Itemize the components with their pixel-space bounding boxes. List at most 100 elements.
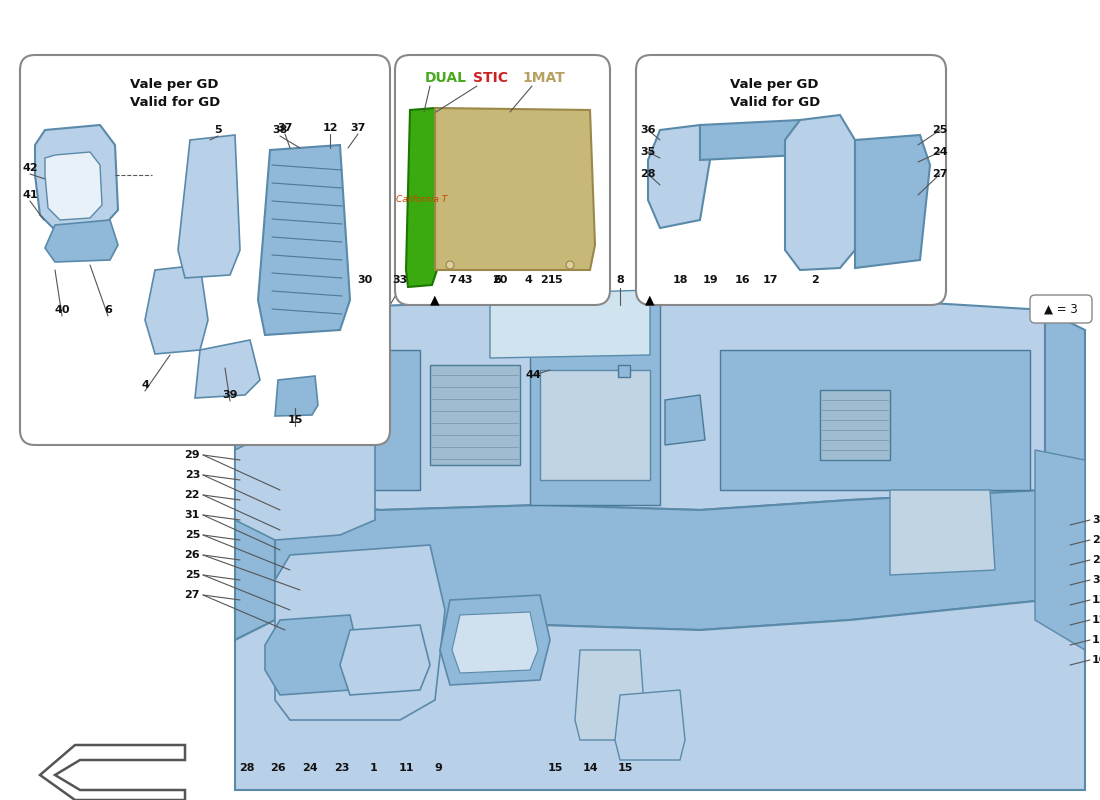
Polygon shape [235, 425, 375, 540]
Text: 36: 36 [640, 125, 656, 135]
Polygon shape [258, 145, 350, 335]
Text: 20: 20 [1092, 555, 1100, 565]
Polygon shape [145, 265, 208, 354]
Text: 23: 23 [185, 470, 200, 480]
Text: California T: California T [396, 195, 448, 205]
Text: 11: 11 [398, 763, 414, 773]
Polygon shape [235, 310, 275, 640]
Text: 7: 7 [448, 275, 455, 285]
Text: 22: 22 [185, 490, 200, 500]
Text: ▲: ▲ [646, 294, 654, 306]
Polygon shape [530, 295, 660, 505]
Text: 12: 12 [322, 123, 338, 133]
Bar [618, 365, 630, 377]
Polygon shape [275, 295, 1045, 510]
Polygon shape [1045, 310, 1085, 650]
Text: 30: 30 [358, 275, 373, 285]
Text: ▲ = 3: ▲ = 3 [1044, 302, 1078, 315]
Text: 37: 37 [277, 123, 293, 133]
Text: 5: 5 [554, 275, 562, 285]
Text: Vale per GD: Vale per GD [730, 78, 818, 91]
FancyBboxPatch shape [1030, 295, 1092, 323]
Polygon shape [340, 625, 430, 695]
Text: 34: 34 [1092, 515, 1100, 525]
Text: STIC: STIC [473, 71, 508, 85]
Polygon shape [275, 376, 318, 416]
Polygon shape [275, 545, 446, 720]
Text: Valid for GD: Valid for GD [130, 96, 220, 109]
Polygon shape [540, 370, 650, 480]
Text: Valid for GD: Valid for GD [730, 96, 821, 109]
Polygon shape [434, 108, 595, 270]
FancyBboxPatch shape [636, 55, 946, 305]
Text: 12: 12 [1092, 615, 1100, 625]
Text: 9: 9 [434, 763, 442, 773]
Polygon shape [700, 120, 808, 160]
Text: 15: 15 [617, 763, 632, 773]
Text: ▲: ▲ [430, 294, 440, 306]
Text: 15: 15 [548, 763, 563, 773]
Text: 26: 26 [185, 550, 200, 560]
Polygon shape [785, 115, 855, 270]
Text: 1: 1 [370, 763, 378, 773]
Text: 6: 6 [493, 275, 500, 285]
Text: 20: 20 [493, 275, 508, 285]
Text: 6: 6 [104, 305, 112, 315]
Polygon shape [720, 350, 1030, 490]
Text: 24: 24 [932, 147, 948, 157]
Text: 32: 32 [1092, 575, 1100, 585]
Text: 15: 15 [287, 415, 303, 425]
Polygon shape [855, 135, 930, 268]
Polygon shape [648, 125, 710, 228]
Text: 18: 18 [672, 275, 688, 285]
Text: 35: 35 [640, 147, 656, 157]
Polygon shape [285, 350, 420, 490]
Text: 28: 28 [640, 169, 656, 179]
Polygon shape [820, 390, 890, 460]
FancyBboxPatch shape [395, 55, 610, 305]
Polygon shape [178, 135, 240, 278]
Circle shape [446, 261, 454, 269]
Text: 27: 27 [933, 169, 948, 179]
Polygon shape [45, 152, 102, 220]
Polygon shape [45, 220, 118, 262]
Text: 25: 25 [185, 530, 200, 540]
Polygon shape [40, 745, 185, 800]
Text: Vale per GD: Vale per GD [130, 78, 219, 91]
Text: 43: 43 [458, 275, 473, 285]
Text: 41: 41 [22, 190, 37, 200]
Text: since: since [526, 399, 634, 441]
Text: 13: 13 [1092, 595, 1100, 605]
Text: 8: 8 [616, 275, 624, 285]
Text: 11: 11 [1092, 635, 1100, 645]
Text: 1985: 1985 [503, 433, 658, 487]
Polygon shape [275, 490, 1045, 630]
Text: 5: 5 [214, 125, 222, 135]
Polygon shape [430, 365, 520, 465]
Polygon shape [575, 650, 645, 740]
Text: 26: 26 [271, 763, 286, 773]
Polygon shape [666, 395, 705, 445]
Text: 29: 29 [185, 450, 200, 460]
Text: 44: 44 [526, 370, 541, 380]
Text: 33: 33 [393, 275, 408, 285]
Text: 2: 2 [811, 275, 818, 285]
Text: 17: 17 [762, 275, 778, 285]
Circle shape [566, 261, 574, 269]
Polygon shape [35, 125, 118, 235]
Text: 31: 31 [185, 510, 200, 520]
Polygon shape [490, 290, 650, 358]
Text: 10: 10 [1092, 655, 1100, 665]
Text: 42: 42 [22, 163, 37, 173]
Text: 23: 23 [334, 763, 350, 773]
Text: 38: 38 [273, 125, 288, 135]
Text: 16: 16 [734, 275, 750, 285]
Polygon shape [890, 490, 996, 575]
Text: 24: 24 [302, 763, 318, 773]
Polygon shape [406, 108, 437, 287]
Text: 1MAT: 1MAT [522, 71, 564, 85]
Polygon shape [195, 340, 260, 398]
Text: 21: 21 [540, 275, 556, 285]
Text: 40: 40 [54, 305, 69, 315]
Text: 14: 14 [582, 763, 597, 773]
